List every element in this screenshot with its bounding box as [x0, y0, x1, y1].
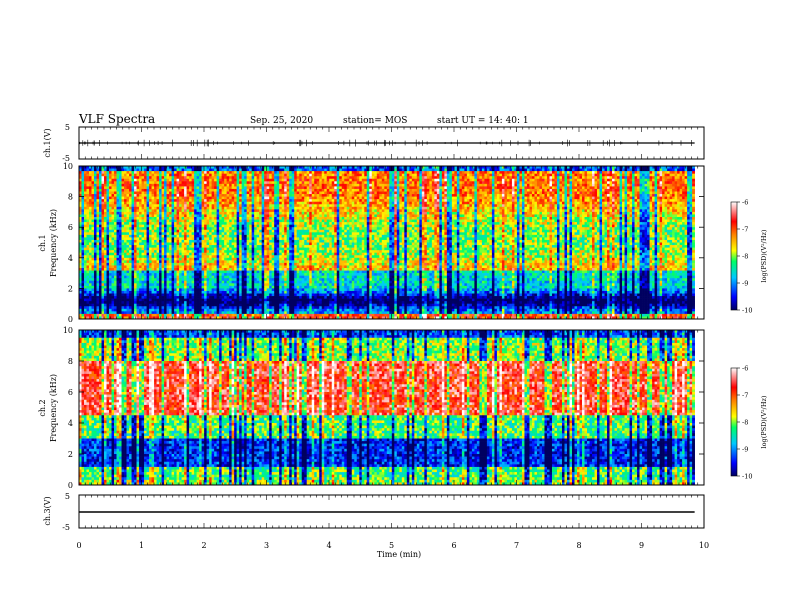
ch2-colorbar-ticks: -6 -7 -8 -9 -10	[737, 365, 752, 481]
ch2-spectrogram-image	[79, 330, 695, 485]
colorbar-tick-label: -7	[742, 226, 748, 234]
colorbar-tick-label: -10	[742, 307, 752, 315]
colorbar-tick-label: -6	[742, 199, 748, 207]
ytick-label: 4	[68, 254, 73, 263]
time-tick-label: 8	[576, 541, 581, 550]
time-tick-label: 5	[389, 541, 394, 550]
colorbar-tick-label: -8	[742, 253, 748, 261]
ytick-label: 2	[68, 450, 73, 459]
colorbar-tick-label: -6	[742, 365, 748, 373]
ytick-label: 6	[68, 388, 73, 397]
ytick-label: 0	[68, 315, 73, 324]
ch1-colorbar: -6 -7 -8 -9 -10 log(PSD)(V²/Hz)	[731, 199, 768, 315]
ch1-colorbar-label: log(PSD)(V²/Hz)	[760, 229, 768, 282]
ch1-spectrogram-ylabel-channel: ch.1	[38, 234, 47, 251]
colorbar-tick-label: -9	[742, 280, 748, 288]
ch1-colorbar-bar	[731, 202, 737, 310]
ch1-waveform-panel: 5 -5 ch.1(V)	[43, 123, 704, 163]
ch1-spectrogram-ylabel: Frequency (kHz)	[49, 209, 58, 277]
ch1-colorbar-ticks: -6 -7 -8 -9 -10	[737, 199, 752, 315]
ch1-waveform-ylabel: ch.1(V)	[43, 128, 52, 157]
time-tick-label: 4	[326, 541, 331, 550]
ch2-colorbar-label: log(PSD)(V²/Hz)	[760, 395, 768, 448]
ch1-spectrogram-panel: 0 2 4 6 8 10 ch.1 Frequency (kHz)	[38, 162, 704, 324]
ytick-label: 4	[68, 419, 73, 428]
colorbar-tick-label: -10	[742, 473, 752, 481]
time-tick-label: 10	[699, 541, 709, 550]
time-tick-label: 2	[201, 541, 206, 550]
figure-title: VLF Spectra	[78, 112, 155, 126]
ch3-waveform-ylabel: ch.3(V)	[43, 496, 52, 525]
ytick-label: 0	[68, 481, 73, 490]
ch2-spectrogram-ylabel-channel: ch.2	[38, 399, 47, 416]
ch2-colorbar: -6 -7 -8 -9 -10 log(PSD)(V²/Hz)	[731, 365, 768, 481]
ytick-label: 8	[68, 357, 73, 366]
time-tick-label: 7	[514, 541, 519, 550]
time-axis-label: Time (min)	[377, 550, 421, 559]
ytick-label: 10	[63, 326, 73, 335]
ytick-label: 2	[68, 284, 73, 293]
ch3-waveform-panel: 5 -5 ch.3(V)	[43, 492, 704, 532]
time-tick-label: 1	[139, 541, 144, 550]
start-time-label: start UT = 14: 40: 1	[437, 116, 529, 126]
ch2-spectrogram-ylabel: Frequency (kHz)	[49, 374, 58, 442]
vlf-figure: VLF Spectra Sep. 25, 2020 station= MOS s…	[0, 0, 792, 612]
station-label: station= MOS	[343, 116, 407, 126]
colorbar-tick-label: -8	[742, 419, 748, 427]
ch1-spectrogram-image	[79, 166, 695, 319]
ytick-label: 6	[68, 223, 73, 232]
colorbar-tick-label: -7	[742, 392, 748, 400]
colorbar-tick-label: -9	[742, 446, 748, 454]
time-tick-label: 0	[76, 541, 81, 550]
time-tick-label: 6	[451, 541, 456, 550]
time-tick-label: 3	[264, 541, 269, 550]
ch2-spectrogram-panel: 0 2 4 6 8 10 ch.2 Frequency (kHz)	[38, 326, 704, 490]
ytick-label: 8	[68, 193, 73, 202]
time-tick-label: 9	[639, 541, 644, 550]
ch3-ytick-bottom: -5	[62, 523, 70, 532]
ytick-label: 10	[63, 162, 73, 171]
time-axis-tick-labels: 0 1 2 3 4 5 6 7 8 9 10	[76, 541, 709, 550]
ch3-ytick-top: 5	[65, 492, 70, 501]
ch2-colorbar-bar	[731, 368, 737, 476]
ch1-ytick-top: 5	[65, 123, 70, 132]
date-label: Sep. 25, 2020	[250, 116, 313, 126]
